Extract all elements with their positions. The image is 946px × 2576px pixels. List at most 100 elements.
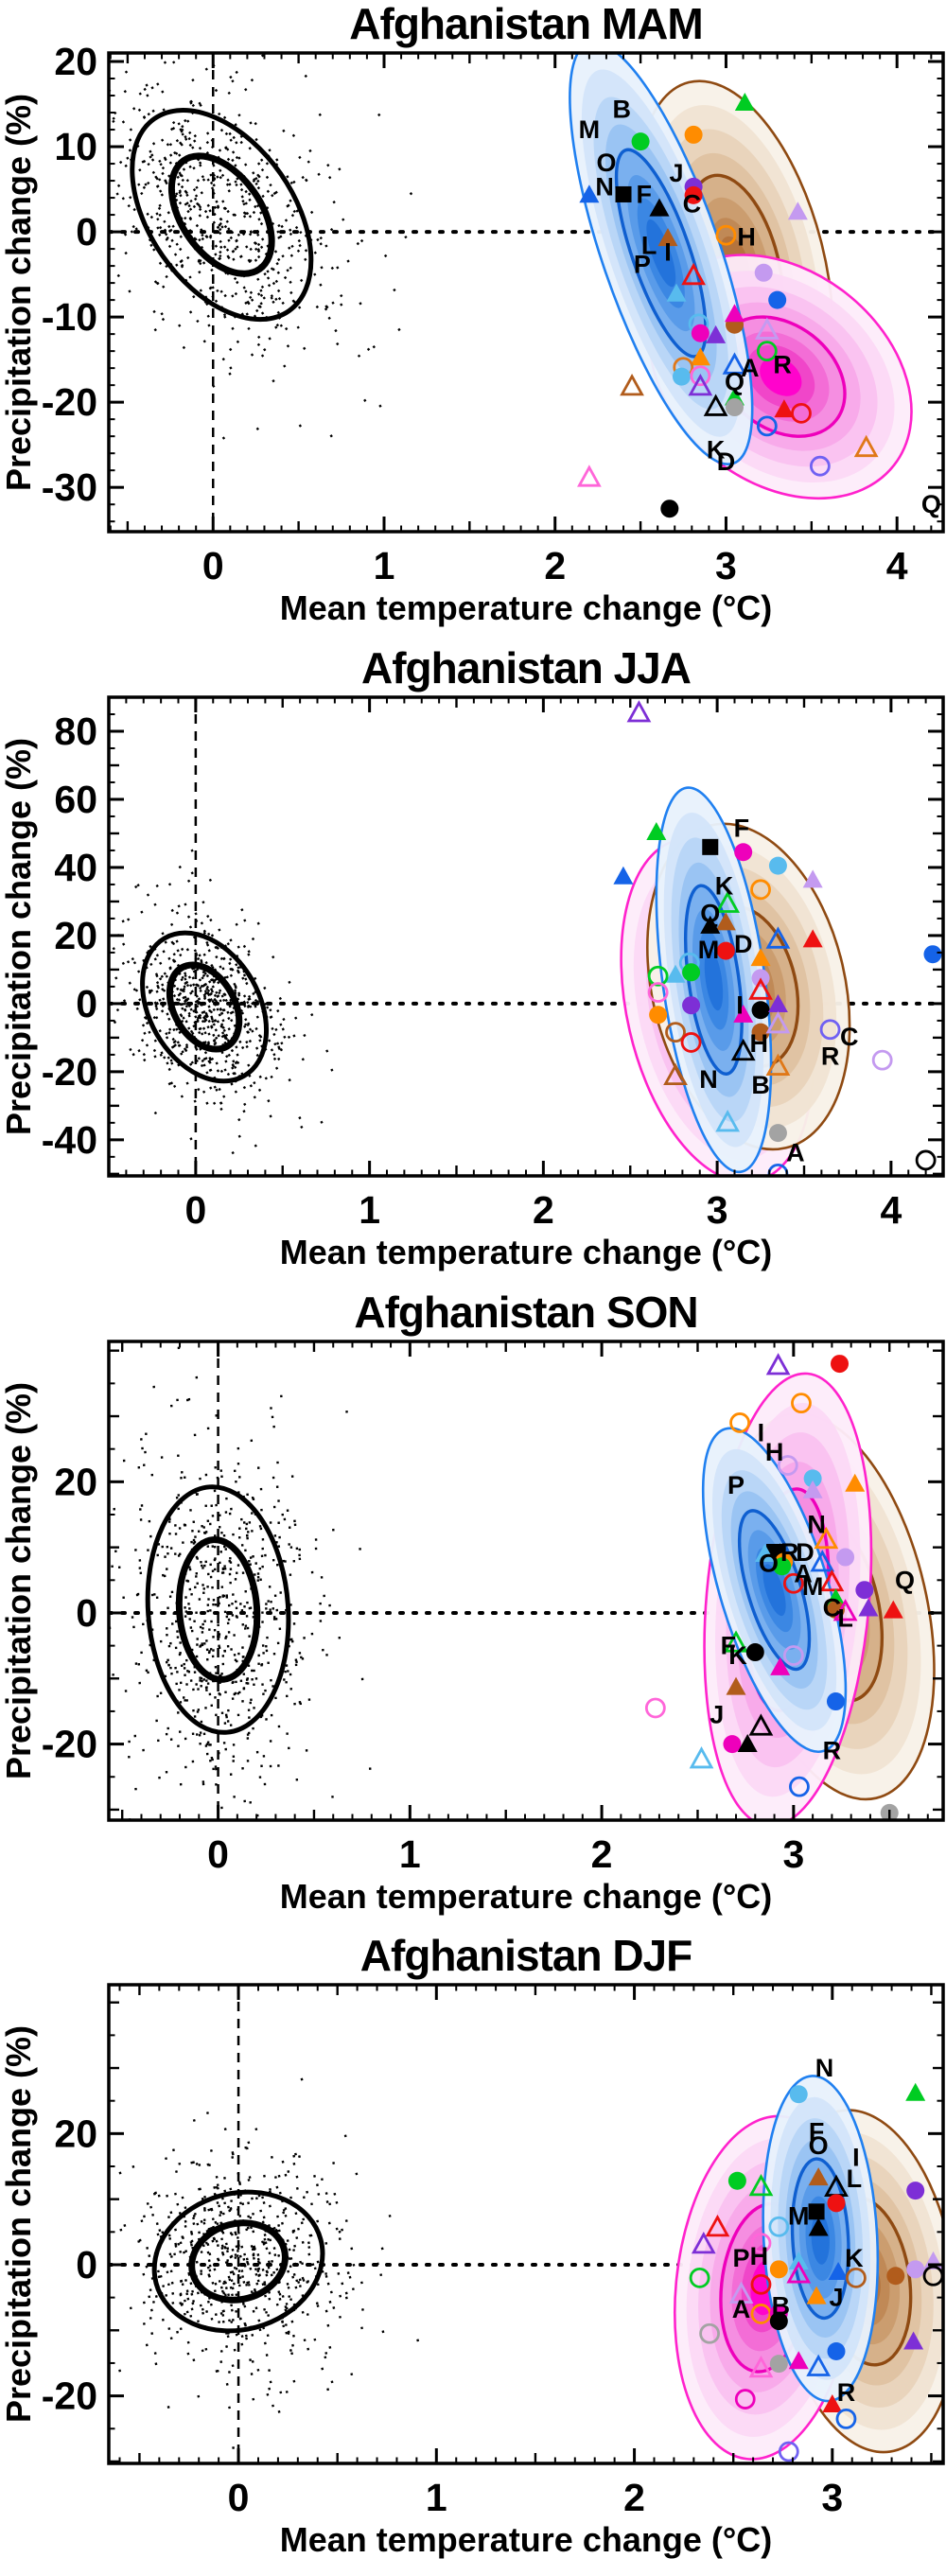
model-letter: K	[707, 436, 726, 464]
y-tick-label: 0	[76, 210, 97, 254]
model-marker-open-circle	[647, 981, 669, 1003]
model-marker-open-circle	[689, 2268, 710, 2288]
model-marker-open-triangle	[832, 1598, 858, 1621]
model-markers	[689, 2083, 943, 2462]
model-marker-triangle	[700, 915, 721, 934]
model-marker-circle	[723, 1734, 742, 1753]
model-marker-open-circle	[791, 402, 812, 424]
model-marker-triangle	[646, 821, 667, 840]
kde-inner-contour	[790, 2157, 850, 2321]
x-tick-label: 0	[228, 2476, 250, 2519]
model-marker-open-circle	[791, 1392, 812, 1413]
model-marker-open-triangle	[688, 373, 713, 396]
model-marker-triangle	[734, 93, 755, 112]
model-letter: R	[821, 1042, 840, 1070]
x-tick-label: 2	[533, 1188, 554, 1232]
x-tick-label: 4	[886, 544, 908, 587]
model-marker-circle	[684, 125, 703, 144]
model-marker-open-circle	[734, 2389, 756, 2410]
x-axis-label: Mean temperature change (°C)	[280, 1877, 773, 1916]
model-marker-open-circle	[782, 1572, 804, 1594]
panel-afghanistan-son: Afghanistan SON Precipitation change (%)…	[0, 1288, 946, 1933]
y-axis-label: Precipitation change (%)	[0, 738, 38, 1135]
model-marker-open-circle	[750, 879, 771, 900]
model-marker-open-triangle	[853, 434, 879, 458]
model-marker-open-circle	[777, 1454, 798, 1476]
kde-ring	[760, 357, 802, 396]
model-marker-open-triangle	[765, 926, 791, 949]
model-letter: C	[683, 189, 702, 218]
tick-labels: 0 1 2 3 -20 0 20	[42, 2112, 843, 2520]
model-marker-open-circle	[915, 1149, 937, 1171]
axis-ticks	[109, 53, 943, 532]
model-marker-open-triangle	[754, 317, 780, 340]
plot-canvas-son: Afghanistan SON Precipitation change (%)…	[0, 1288, 945, 1916]
model-marker-open-triangle	[715, 890, 741, 913]
model-marker-open-triangle	[748, 2174, 774, 2197]
model-letter: D	[734, 930, 753, 958]
model-marker-triangle	[845, 1473, 866, 1492]
model-marker-triangle	[883, 1600, 903, 1619]
model-marker-open-circle	[819, 1019, 841, 1040]
model-letter: R	[823, 1736, 842, 1764]
model-marker-circle	[769, 2312, 788, 2331]
y-tick-label: 20	[54, 914, 97, 957]
model-letter: H	[750, 2242, 769, 2270]
model-letter: I	[664, 238, 672, 267]
model-marker-open-circle	[809, 455, 831, 477]
model-marker-triangle	[808, 2217, 829, 2236]
model-marker-circle	[631, 132, 650, 151]
axis-ticks	[109, 1341, 943, 1820]
y-tick-label: -20	[42, 1722, 97, 1765]
model-letter: L	[837, 1603, 853, 1632]
model-letter: J	[670, 159, 684, 187]
model-letter: K	[715, 871, 734, 900]
model-marker-triangle	[808, 2167, 829, 2186]
model-marker-open-triangle	[765, 1352, 791, 1375]
model-marker-open-triangle	[814, 1526, 839, 1549]
model-marker-open-circle	[699, 2323, 720, 2344]
y-tick-label: 20	[54, 2112, 97, 2156]
panel-afghanistan-djf: Afghanistan DJF Precipitation change (%)…	[0, 1932, 946, 2576]
y-tick-label: -20	[42, 1050, 97, 1094]
model-marker-open-circle	[756, 415, 778, 437]
model-marker-triangle	[787, 202, 808, 220]
model-marker-open-triangle	[728, 2281, 754, 2304]
model-letter: A	[741, 354, 760, 382]
x-tick-label: 1	[399, 1832, 421, 1876]
plot-title: Afghanistan JJA	[361, 644, 691, 692]
model-letter: M	[802, 1572, 824, 1601]
x-axis-label: Mean temperature change (°C)	[280, 2520, 773, 2559]
y-axis-label: Precipitation change (%)	[0, 1381, 38, 1779]
model-marker-triangle	[706, 324, 727, 343]
model-marker-circle	[768, 856, 787, 875]
model-letter: F	[734, 814, 750, 842]
kde-blue	[762, 2075, 880, 2403]
y-tick-label: 80	[54, 710, 97, 753]
model-letter: A	[732, 2295, 751, 2323]
x-tick-label: 1	[359, 1188, 380, 1232]
x-axis-label: Mean temperature change (°C)	[280, 1233, 773, 1271]
model-marker-circle	[734, 842, 753, 861]
kde-ring	[646, 219, 676, 288]
plot-title: Afghanistan SON	[354, 1288, 697, 1337]
model-marker-open-triangle	[748, 977, 773, 1000]
model-marker-open-triangle	[681, 262, 706, 286]
model-marker-triangle	[726, 1676, 746, 1695]
model-letter: D	[717, 447, 736, 476]
model-marker-open-circle	[750, 2233, 772, 2254]
model-letter: I	[736, 990, 744, 1019]
model-letter: M	[788, 2202, 810, 2231]
model-marker-circle	[773, 1556, 792, 1575]
x-tick-label: 3	[821, 2476, 843, 2519]
y-tick-label: 0	[76, 2243, 97, 2287]
model-marker-triangle	[903, 2331, 924, 2350]
y-tick-label: 20	[54, 40, 97, 83]
model-letter: Q	[921, 490, 941, 518]
y-tick-label: -40	[42, 1118, 97, 1162]
model-marker-circle	[727, 2172, 746, 2191]
x-tick-label: 0	[184, 1188, 206, 1232]
model-letter: F	[721, 1631, 737, 1659]
